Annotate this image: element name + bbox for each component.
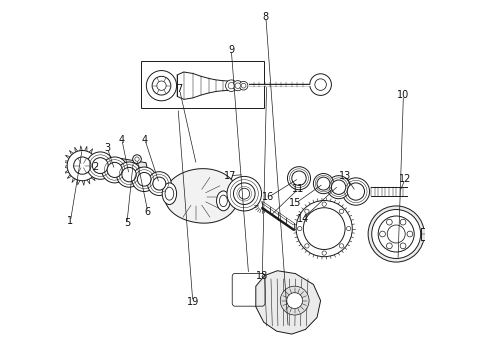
Circle shape [297,226,302,231]
Polygon shape [165,168,239,223]
Ellipse shape [162,183,176,204]
Circle shape [340,209,343,213]
Circle shape [346,226,351,231]
Circle shape [331,180,346,194]
Circle shape [288,167,311,190]
Circle shape [372,210,421,258]
Circle shape [153,177,166,190]
Circle shape [400,243,406,249]
Circle shape [74,157,91,174]
Circle shape [92,158,108,174]
Bar [421,228,430,240]
Text: 11: 11 [292,184,304,194]
Text: 5: 5 [124,218,130,228]
Circle shape [147,71,176,101]
Circle shape [233,81,243,91]
Text: 7: 7 [176,84,183,94]
Circle shape [314,174,334,194]
Text: 2: 2 [92,162,98,172]
Circle shape [303,208,345,249]
Circle shape [322,202,326,206]
Text: 8: 8 [263,12,269,22]
Circle shape [296,201,352,257]
Circle shape [239,188,250,199]
Circle shape [135,157,139,161]
Circle shape [87,152,114,179]
Circle shape [368,206,424,262]
Circle shape [152,76,171,95]
Polygon shape [121,158,148,171]
Circle shape [327,176,350,199]
Circle shape [315,79,326,90]
Circle shape [378,216,414,252]
Circle shape [157,81,166,90]
Text: 12: 12 [399,174,412,184]
Text: 14: 14 [296,214,309,224]
Text: 3: 3 [104,143,111,153]
Circle shape [342,178,369,205]
Text: 10: 10 [397,90,410,100]
Text: 1: 1 [67,216,74,226]
Text: 19: 19 [187,297,199,307]
Circle shape [322,251,326,255]
Circle shape [102,157,127,183]
Circle shape [241,83,246,88]
Circle shape [317,177,330,190]
Ellipse shape [220,195,227,207]
Circle shape [387,243,392,249]
Polygon shape [256,271,320,334]
Circle shape [67,150,98,181]
Circle shape [147,172,171,195]
Circle shape [228,82,235,89]
Circle shape [107,162,122,177]
Text: 18: 18 [256,271,269,282]
Circle shape [387,219,392,225]
Circle shape [340,244,343,248]
Circle shape [239,81,248,90]
Circle shape [400,219,406,225]
Ellipse shape [217,191,230,211]
Circle shape [233,183,255,204]
Text: 6: 6 [145,207,151,217]
Text: 4: 4 [142,135,148,145]
Circle shape [132,167,156,192]
Circle shape [407,231,413,237]
Circle shape [387,225,405,243]
Circle shape [287,293,303,309]
Circle shape [292,171,306,185]
Circle shape [347,183,365,200]
Text: 13: 13 [339,171,351,181]
Ellipse shape [165,187,174,200]
Text: 4: 4 [119,135,125,145]
Circle shape [225,80,237,91]
Circle shape [310,74,331,95]
Circle shape [122,167,136,182]
Circle shape [235,184,254,203]
Text: 9: 9 [228,45,234,55]
Bar [141,61,264,108]
Text: 17: 17 [224,171,236,181]
Circle shape [280,286,309,315]
Circle shape [235,83,241,89]
Circle shape [305,209,309,213]
Text: 16: 16 [262,192,274,202]
Text: 15: 15 [289,198,301,208]
Circle shape [380,231,386,237]
Circle shape [137,172,151,186]
Circle shape [305,244,309,248]
Circle shape [133,155,141,163]
Circle shape [117,162,142,187]
Circle shape [227,176,262,211]
